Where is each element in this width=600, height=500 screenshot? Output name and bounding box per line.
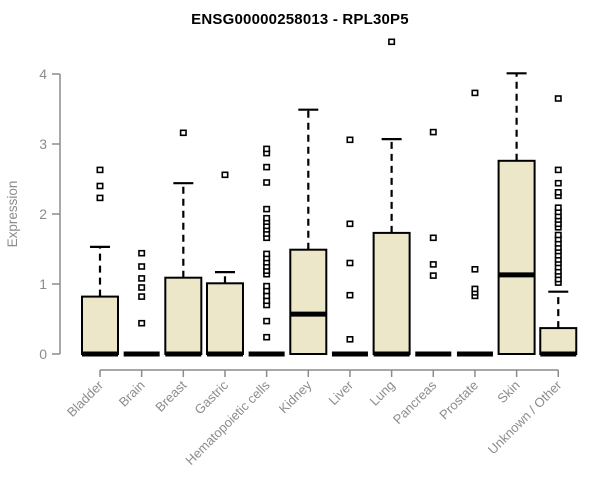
outlier-breast — [179, 129, 187, 137]
box-kidney — [289, 248, 328, 355]
outlier-brain — [138, 293, 146, 300]
outlier-pancreas — [429, 261, 437, 268]
outlier-lung — [388, 38, 396, 46]
y-tick-label: 4 — [39, 66, 47, 82]
outlier-brain — [138, 319, 146, 327]
x-tick-label: Breast — [152, 377, 189, 414]
outlier-prostate — [471, 285, 479, 293]
outlier-liver — [346, 259, 354, 267]
outlier-hematopoietic-cells — [263, 317, 271, 325]
outlier-pancreas — [429, 234, 437, 242]
outlier-bladder — [96, 194, 104, 202]
x-tick-label: Liver — [326, 377, 357, 408]
box-bladder — [81, 295, 119, 356]
outlier-brain — [138, 249, 146, 257]
outlier-brain — [138, 284, 146, 291]
x-tick-label: Prostate — [436, 378, 481, 423]
x-tick-label: Pancreas — [390, 377, 440, 427]
outlier-hematopoietic-cells — [263, 205, 271, 213]
outlier-unknown-other — [554, 189, 562, 196]
box-unknown-other — [539, 327, 578, 356]
outlier-brain — [138, 275, 146, 282]
x-tick-label: Skin — [494, 378, 522, 406]
outlier-liver — [346, 136, 354, 144]
outlier-hematopoietic-cells — [263, 179, 271, 186]
y-tick-label: 3 — [39, 136, 47, 152]
outlier-hematopoietic-cells — [263, 333, 271, 341]
outlier-unknown-other — [554, 204, 562, 211]
y-tick-label: 0 — [39, 346, 47, 362]
x-tick-label: Unknown / Other — [485, 377, 565, 457]
outlier-hematopoietic-cells — [263, 145, 271, 153]
y-tick-label: 2 — [39, 206, 47, 222]
chart-title: ENSG00000258013 - RPL30P5 — [191, 11, 409, 28]
box-breast — [164, 276, 203, 356]
x-tick-label: Gastric — [191, 377, 231, 417]
y-tick-label: 1 — [39, 276, 47, 292]
outlier-bladder — [96, 182, 104, 190]
x-tick-label: Kidney — [276, 377, 315, 416]
outlier-liver — [346, 335, 354, 343]
outlier-unknown-other — [554, 166, 562, 174]
x-tick-label: Bladder — [64, 377, 107, 420]
box-gastric — [205, 282, 244, 355]
outlier-prostate — [471, 89, 479, 97]
outlier-unknown-other — [554, 231, 562, 239]
outlier-prostate — [471, 265, 479, 273]
outlier-unknown-other — [554, 179, 562, 187]
outlier-hematopoietic-cells — [263, 250, 271, 258]
x-tick-label: Brain — [116, 378, 148, 410]
outlier-brain — [138, 263, 146, 270]
box-skin — [497, 159, 536, 355]
outlier-hematopoietic-cells — [263, 214, 271, 222]
outlier-hematopoietic-cells — [263, 282, 271, 290]
outlier-liver — [346, 291, 354, 299]
outlier-hematopoietic-cells — [263, 163, 271, 171]
outlier-liver — [346, 220, 354, 228]
x-tick-label: Lung — [367, 378, 398, 409]
outlier-bladder — [96, 166, 104, 174]
y-axis-title: Expression — [5, 181, 20, 248]
outlier-pancreas — [429, 272, 437, 279]
box-lung — [372, 231, 411, 355]
outlier-pancreas — [429, 128, 437, 136]
outlier-unknown-other — [554, 95, 562, 102]
outlier-gastric — [221, 171, 229, 179]
